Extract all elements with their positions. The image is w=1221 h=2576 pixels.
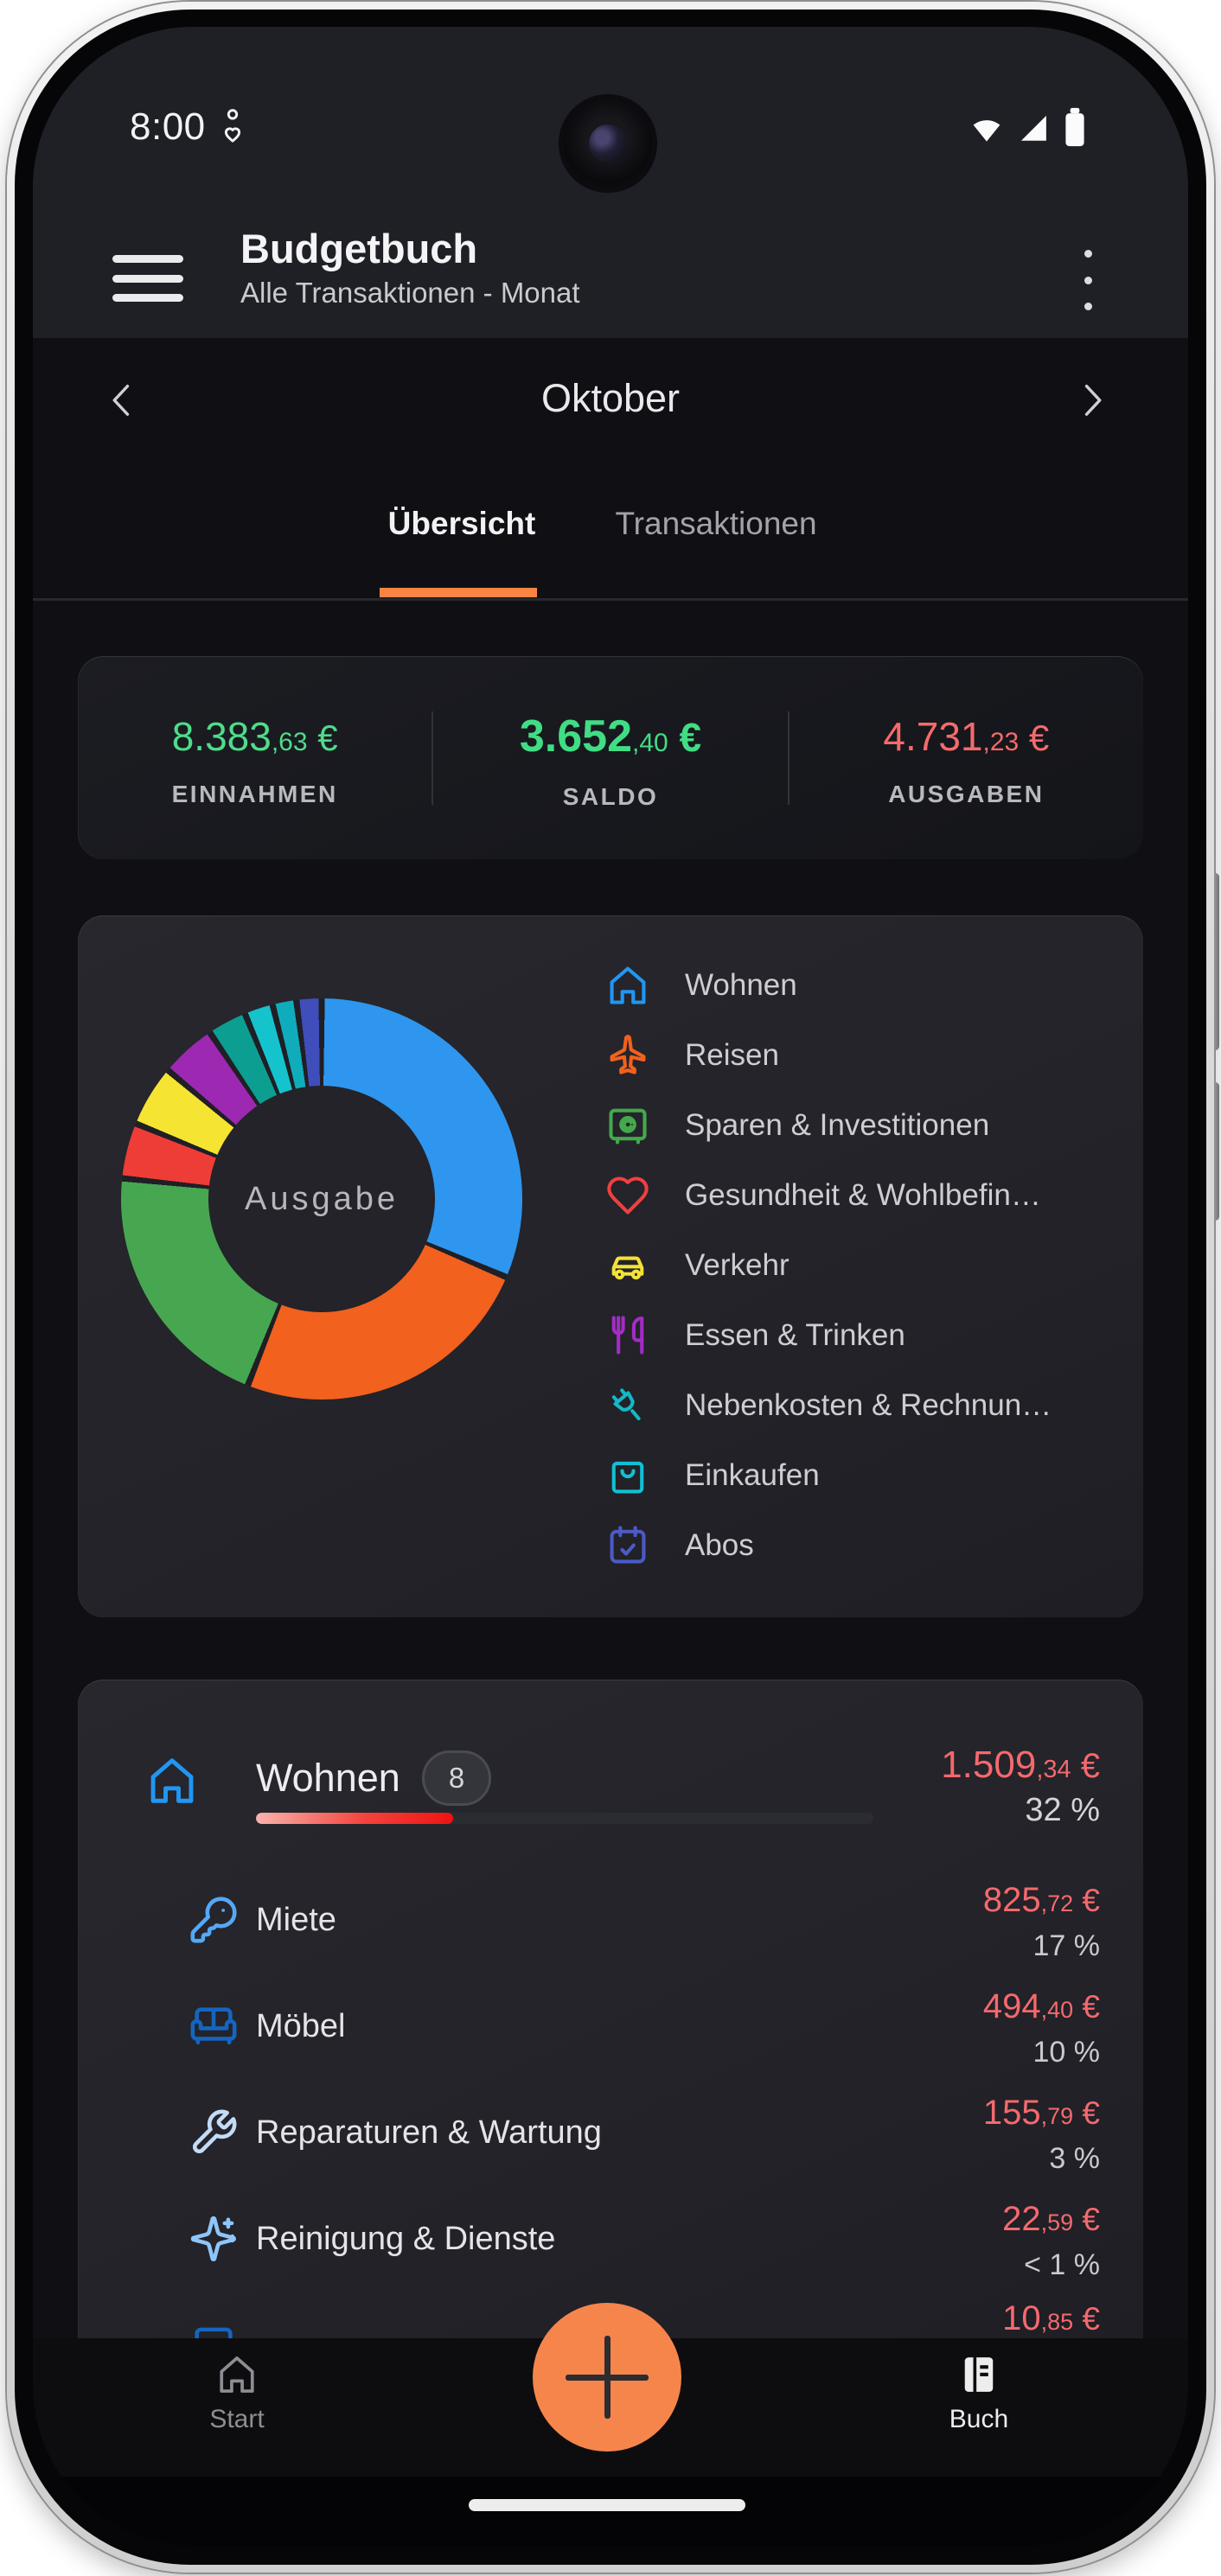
current-month-label: Oktober xyxy=(540,376,681,420)
camera-lens xyxy=(589,124,627,163)
category-title: Wohnen xyxy=(256,1756,400,1800)
nav-item-buch[interactable]: Buch xyxy=(892,2338,1065,2434)
camera-punch-hole xyxy=(559,94,657,193)
book-icon xyxy=(956,2352,1001,2399)
wifi-icon xyxy=(968,109,1005,145)
previous-month-chevron-icon[interactable] xyxy=(100,378,145,423)
expenses-summary: 4.731,23 € AUSGABEN xyxy=(789,656,1143,859)
legend-item-essen[interactable]: Essen & Trinken xyxy=(605,1300,1124,1370)
subcategory-row-miete[interactable]: Miete 825,72 € 17 % xyxy=(78,1867,1143,1973)
donut-center: Ausgabe xyxy=(208,1086,435,1312)
legend-item-sparen[interactable]: Sparen & Investitionen xyxy=(605,1090,1124,1160)
app-bar: Budgetbuch Alle Transaktionen - Monat xyxy=(33,224,1188,338)
nav-label-start: Start xyxy=(209,2405,265,2433)
transaction-count-badge: 8 xyxy=(422,1750,491,1806)
nav-label-buch: Buch xyxy=(949,2405,1009,2433)
legend-item-abos[interactable]: Abos xyxy=(605,1510,1124,1580)
plane-icon xyxy=(605,1033,650,1078)
cellular-signal-icon xyxy=(1015,109,1052,145)
car-icon xyxy=(605,1243,650,1288)
status-right xyxy=(968,107,1088,147)
key-icon xyxy=(189,1895,239,1945)
summary-divider xyxy=(432,711,434,805)
legend-item-wohnen[interactable]: Wohnen xyxy=(605,950,1124,1020)
hamburger-menu-icon[interactable] xyxy=(112,250,183,307)
expenses-amount: 4.731,23 € xyxy=(883,713,1050,759)
power-button xyxy=(1211,1082,1219,1221)
house-icon xyxy=(605,963,650,1008)
income-summary: 8.383,63 € EINNAHMEN xyxy=(78,656,432,859)
shopping-bag-icon xyxy=(605,1453,650,1498)
sofa-icon xyxy=(189,2001,239,2051)
subcategory-row-reinigung[interactable]: Reinigung & Dienste 22,59 € < 1 % xyxy=(78,2186,1143,2292)
balance-label: SALDO xyxy=(562,782,659,810)
expenses-label: AUSGABEN xyxy=(888,780,1045,807)
tab-divider xyxy=(33,598,1188,601)
house-icon xyxy=(145,1754,199,1808)
phone-screen: 8:00 xyxy=(33,27,1188,2546)
wrench-icon xyxy=(189,2107,239,2158)
phone-body: 8:00 xyxy=(15,10,1206,2565)
subcategory-row-reparaturen[interactable]: Reparaturen & Wartung 155,79 € 3 % xyxy=(78,2080,1143,2186)
legend-item-verkehr[interactable]: Verkehr xyxy=(605,1230,1124,1300)
chart-legend: Wohnen Reisen Sparen & Investitionen xyxy=(605,950,1124,1580)
status-clock: 8:00 xyxy=(130,105,206,148)
battery-icon xyxy=(1062,107,1088,147)
summary-card: 8.383,63 € EINNAHMEN 3.652,40 € SALDO 4.… xyxy=(78,656,1143,859)
expenses-chart-card: Ausgabe Wohnen Reisen xyxy=(78,915,1143,1617)
summary-divider xyxy=(787,711,789,805)
status-bar: 8:00 xyxy=(130,103,1088,151)
notification-person-heart-icon xyxy=(220,108,246,146)
nav-item-start[interactable]: Start xyxy=(150,2338,323,2434)
expenses-donut-chart[interactable]: Ausgabe xyxy=(121,998,522,1400)
utensils-icon xyxy=(605,1313,650,1358)
month-navigation: Oktober xyxy=(33,371,1188,433)
home-icon xyxy=(214,2352,259,2399)
app-bar-titles: Budgetbuch Alle Transaktionen - Monat xyxy=(240,224,580,312)
income-label: EINNAHMEN xyxy=(171,780,338,807)
safe-icon xyxy=(605,1103,650,1148)
legend-item-reisen[interactable]: Reisen xyxy=(605,1020,1124,1090)
home-indicator-bar[interactable] xyxy=(469,2499,745,2511)
app-subtitle: Alle Transaktionen - Monat xyxy=(240,277,580,309)
app-title: Budgetbuch xyxy=(240,226,478,271)
heart-icon xyxy=(605,1173,650,1218)
donut-center-label: Ausgabe xyxy=(244,1180,399,1217)
subcategory-row-moebel[interactable]: Möbel 494,40 € 10 % xyxy=(78,1973,1143,2080)
tab-bar: Übersicht Transaktionen xyxy=(33,494,1188,601)
status-left: 8:00 xyxy=(130,105,246,149)
volume-button xyxy=(1211,873,1219,1050)
legend-item-gesundheit[interactable]: Gesundheit & Wohlbefin… xyxy=(605,1160,1124,1230)
active-tab-indicator xyxy=(380,588,537,597)
calendar-check-icon xyxy=(605,1523,650,1568)
legend-item-einkaufen[interactable]: Einkaufen xyxy=(605,1440,1124,1510)
category-card-wohnen[interactable]: Wohnen 8 1.509,34 € 32 % Miete 825,72 € … xyxy=(78,1680,1143,2371)
tab-transaktionen[interactable]: Transaktionen xyxy=(615,506,817,541)
balance-amount: 3.652,40 € xyxy=(519,711,702,762)
gesture-area xyxy=(33,2477,1188,2546)
plug-icon xyxy=(605,1383,650,1428)
category-progress-bar xyxy=(256,1813,873,1824)
kebab-menu-icon[interactable] xyxy=(1071,243,1105,317)
sparkles-icon xyxy=(189,2214,239,2264)
balance-summary: 3.652,40 € SALDO xyxy=(433,656,787,859)
add-transaction-fab[interactable] xyxy=(533,2303,681,2452)
category-progress-fill xyxy=(256,1813,454,1824)
tab-uebersicht[interactable]: Übersicht xyxy=(387,506,536,541)
next-month-chevron-icon[interactable] xyxy=(1069,378,1114,423)
category-amount: 1.509,34 € xyxy=(941,1744,1100,1786)
phone-frame: 8:00 xyxy=(7,2,1214,2573)
category-percent: 32 % xyxy=(1025,1792,1100,1828)
legend-item-nebenkosten[interactable]: Nebenkosten & Rechnun… xyxy=(605,1370,1124,1440)
income-amount: 8.383,63 € xyxy=(171,713,338,759)
